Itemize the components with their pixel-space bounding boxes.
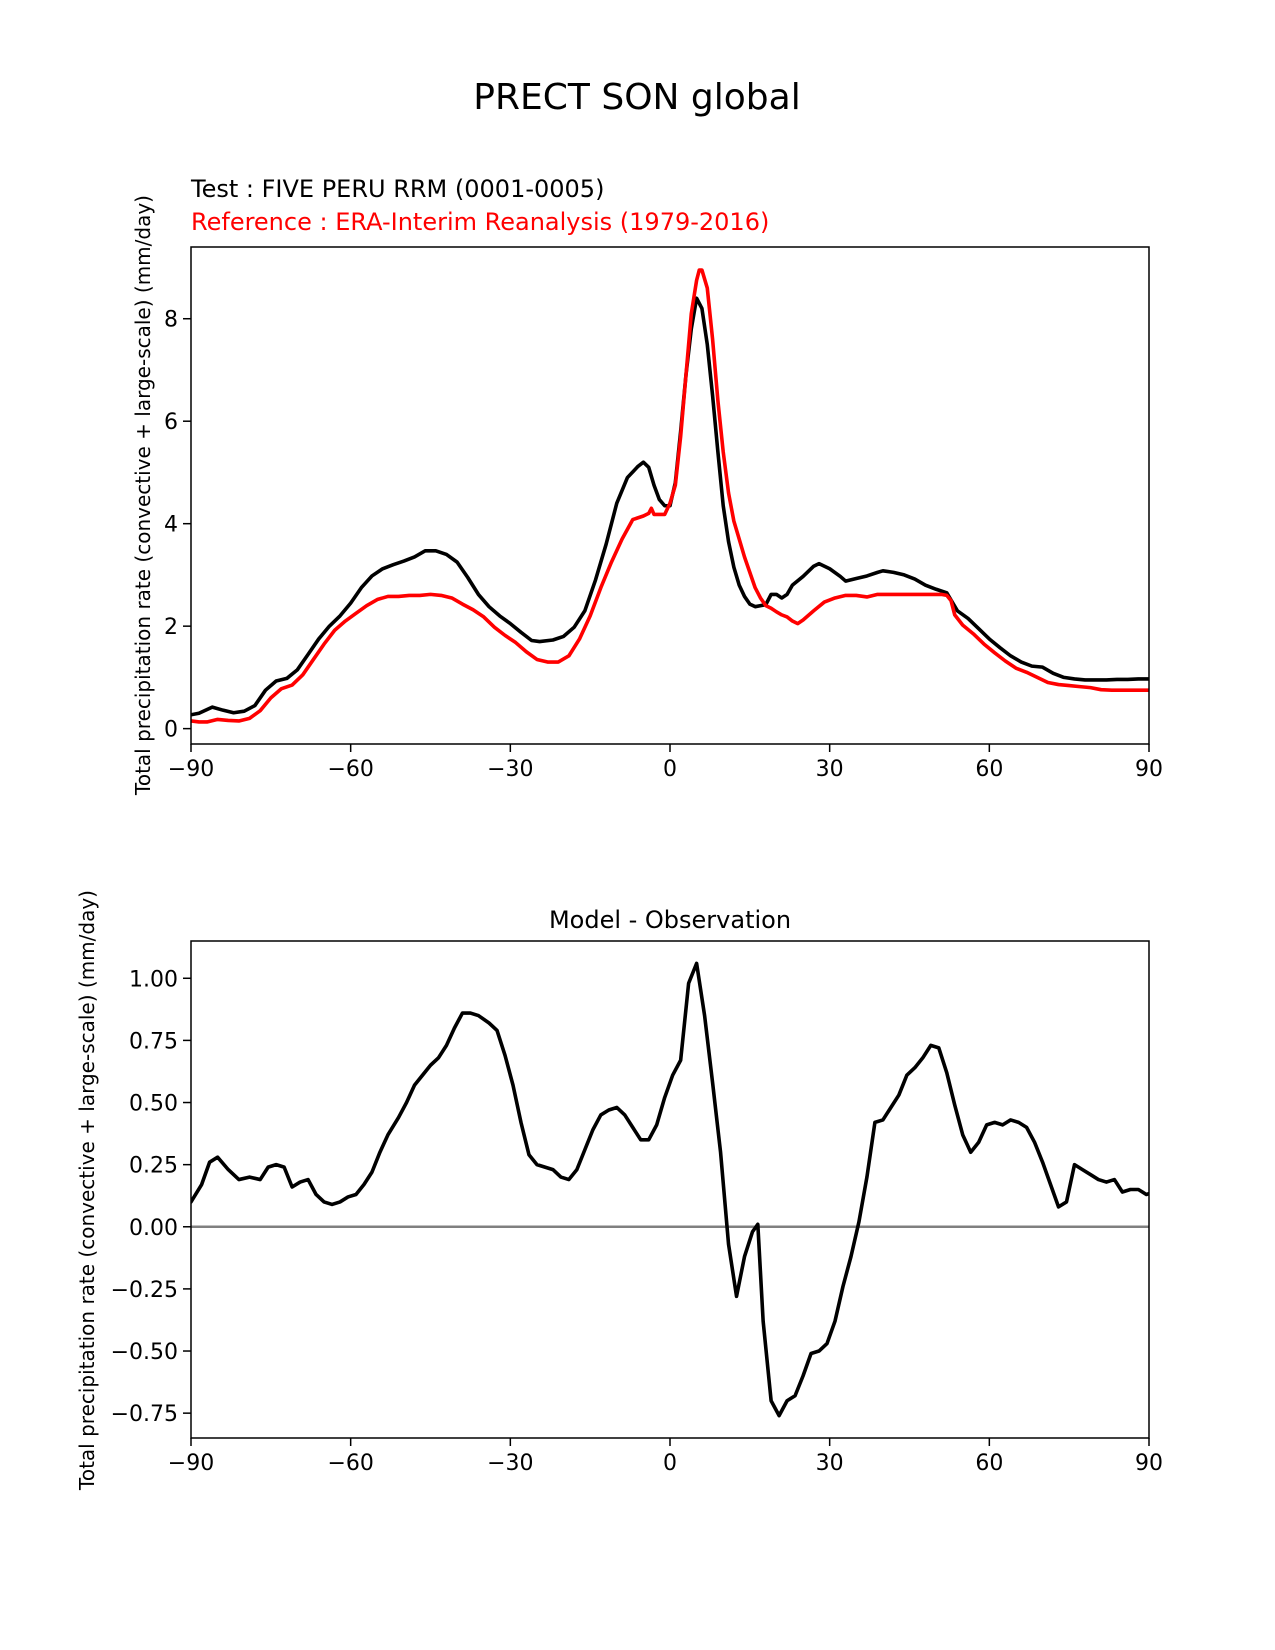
y-tick-label: 6 — [164, 410, 178, 435]
y-tick-label: 4 — [164, 513, 178, 538]
top-x-axis: −90 −60 −30 0 30 60 90 — [168, 744, 1163, 782]
series-line-test — [191, 296, 1149, 717]
top-panel: Test : FIVE PERU RRM (0001-0005) Referen… — [131, 175, 1163, 796]
y-tick-label: 0 — [164, 718, 178, 743]
x-tick-label: 90 — [1135, 757, 1163, 782]
top-y-axis-label: Total precipitation rate (convective + l… — [131, 195, 155, 796]
y-tick-label: −0.50 — [111, 1340, 178, 1365]
y-tick-label: 2 — [164, 615, 178, 640]
test-label: Test : FIVE PERU RRM (0001-0005) — [190, 175, 604, 203]
x-tick-label: 0 — [663, 757, 677, 782]
series-line-model-observation — [191, 961, 1149, 1418]
x-tick-label: −30 — [487, 1451, 533, 1476]
x-tick-label: 60 — [975, 1451, 1003, 1476]
bottom-x-axis: −90 −60 −30 0 30 60 90 — [168, 1438, 1163, 1476]
series-group — [191, 961, 1149, 1418]
y-tick-label: 0.25 — [129, 1154, 178, 1179]
x-tick-label: 60 — [975, 757, 1003, 782]
bottom-title: Model - Observation — [549, 906, 791, 934]
y-tick-label: 0.75 — [129, 1029, 178, 1054]
series-line-reference — [191, 268, 1149, 724]
x-tick-label: 30 — [816, 1451, 844, 1476]
top-y-axis: 0 2 4 6 8 — [164, 308, 191, 743]
y-tick-label: 0.50 — [129, 1092, 178, 1117]
x-tick-label: 0 — [663, 1451, 677, 1476]
bottom-y-axis: −0.75 −0.50 −0.25 0.00 0.25 0.50 0.75 1.00 — [111, 967, 191, 1427]
x-tick-label: −60 — [327, 1451, 373, 1476]
x-tick-label: −90 — [168, 1451, 214, 1476]
bottom-plot-area — [191, 961, 1149, 1418]
y-tick-label: −0.25 — [111, 1278, 178, 1303]
y-tick-label: 1.00 — [129, 967, 178, 992]
y-tick-label: −0.75 — [111, 1402, 178, 1427]
y-tick-label: 8 — [164, 308, 178, 333]
x-tick-label: −60 — [327, 757, 373, 782]
top-plot-area — [191, 268, 1149, 724]
bottom-panel: Model - Observation −90 −60 −30 0 30 60 90 −0.… — [75, 890, 1163, 1491]
x-tick-label: −90 — [168, 757, 214, 782]
x-tick-label: −30 — [487, 757, 533, 782]
x-tick-label: 30 — [816, 757, 844, 782]
x-tick-label: 90 — [1135, 1451, 1163, 1476]
figure-title: PRECT SON global — [473, 77, 800, 118]
y-tick-label: 0.00 — [129, 1216, 178, 1241]
reference-label: Reference : ERA-Interim Reanalysis (1979… — [191, 208, 769, 236]
series-group — [191, 268, 1149, 724]
bottom-y-axis-label: Total precipitation rate (convective + l… — [75, 890, 99, 1491]
